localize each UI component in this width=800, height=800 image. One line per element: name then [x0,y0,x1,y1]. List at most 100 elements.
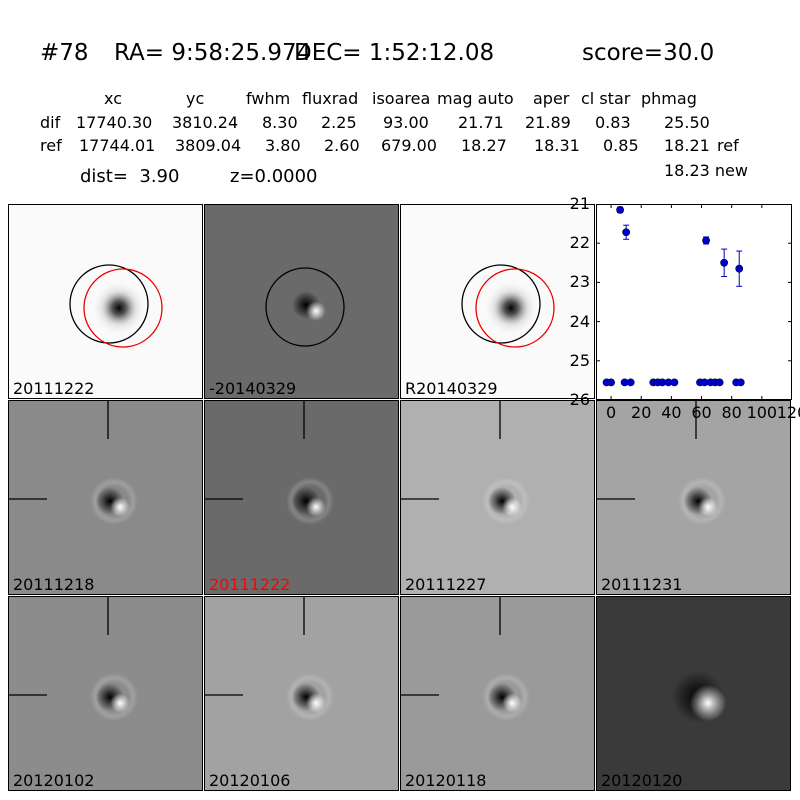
image-stamp: 20120106 [204,596,399,791]
aperture-circle-black [265,267,345,347]
table-cell: 679.00 [381,136,437,155]
table-cell: 3810.24 [172,113,239,132]
table-cell: 18.31 [534,136,580,155]
stamp-image [401,401,530,525]
stamp-date-label: R20140329 [405,379,498,398]
y-tick-label: 26 [569,390,590,409]
dist-value: dist= 3.90 [80,166,180,187]
stamp-image [401,597,530,721]
x-tick-label: 60 [691,403,712,422]
row-label: ref [40,136,62,155]
data-point [736,378,745,387]
column-header: fluxrad [302,89,359,108]
stamp-date-label: 20111231 [601,575,683,594]
y-tick-label: 25 [569,350,590,370]
new-mag-label: 18.23 new [664,161,748,180]
stamp-date-label: 20111218 [13,575,95,594]
aperture-circle-black [461,264,541,344]
stamp-image [597,401,726,525]
table-cell: 2.60 [324,136,360,155]
y-tick-label: 24 [569,311,590,331]
aperture-circle-black [69,264,149,344]
positive-lobe [502,497,522,517]
positive-lobe [502,693,522,713]
stamp-date-label: -20140329 [209,379,297,398]
table-cell: 17744.01 [79,136,156,155]
image-stamp: -20140329 [204,204,399,399]
stamp-image [672,671,727,723]
table-cell: 3809.04 [175,136,242,155]
image-stamp: 20120118 [400,596,595,791]
positive-lobe [110,497,130,517]
stamp-image [69,264,163,348]
column-header: xc [104,89,122,108]
column-header: aper [533,89,570,108]
image-stamp: 20111218 [8,400,203,595]
data-point [702,236,710,245]
stamp-image [9,401,138,525]
table-cell: 21.71 [458,113,504,132]
x-tick-label: 0 [605,403,617,422]
image-stamp: R20140329 [400,204,595,399]
data-point [715,378,724,387]
column-header: fwhm [246,89,291,108]
image-stamp: 20120102 [8,596,203,791]
column-header: phmag [641,89,697,108]
light-curve-chart [596,204,792,400]
x-tick-label: 80 [721,403,742,422]
positive-lobe [306,693,326,713]
stamp-image [205,597,334,721]
candidate-id: #78 [40,40,89,66]
data-point [670,378,679,387]
score-value: score=30.0 [582,40,715,66]
stamp-image [9,597,138,721]
positive-lobe [306,497,326,517]
table-cell: 18.27 [461,136,507,155]
table-cell: 25.50 [664,113,710,132]
row-label: dif [40,113,61,132]
image-stamp: 20111222 [8,204,203,399]
row-extra-label: ref [717,136,739,155]
positive-lobe [306,301,326,321]
stamp-date-label: 20111222 [209,575,291,594]
image-stamp: 20120120 [596,596,791,791]
redshift-value: z=0.0000 [230,166,318,187]
data-point [622,228,631,237]
source-blob [483,280,539,336]
aperture-circle-red [83,268,163,348]
dec-value: DEC= 1:52:12.08 [294,40,495,66]
y-tick-label: 22 [569,233,590,253]
data-point [616,205,625,214]
ra-value: RA= 9:58:25.974 [114,40,312,66]
y-tick-label: 23 [569,272,590,292]
source-blob [91,280,147,336]
stamp-image [461,264,555,348]
x-tick-label: 100 [746,403,778,422]
data-point [626,378,635,387]
stamp-date-label: 20120106 [209,771,291,790]
x-tick-label: 40 [661,403,682,422]
stamp-date-label: 20120120 [601,771,683,790]
table-cell: 17740.30 [76,113,153,132]
column-header: yc [186,89,205,108]
table-cell: 93.00 [383,113,429,132]
table-cell: 18.21 [664,136,710,155]
stamp-image [205,401,334,525]
image-stamp: 20111231 [596,400,791,595]
positive-lobe [698,497,718,517]
table-cell: 0.85 [603,136,639,155]
plot-frame [596,204,792,400]
y-tick-label: 21 [569,194,590,213]
stamp-date-label: 20111222 [13,379,95,398]
table-cell: 8.30 [262,113,298,132]
stamp-date-label: 20120102 [13,771,95,790]
data-point [720,258,729,267]
data-point [735,264,744,273]
positive-lobe [689,684,727,722]
table-cell: 3.80 [265,136,301,155]
image-stamp: 20111222 [204,400,399,595]
page-title: #78 RA= 9:58:25.974 DEC= 1:52:12.08 scor… [40,40,714,170]
table-cell: 2.25 [321,113,357,132]
table-cell: 21.89 [525,113,571,132]
positive-lobe [110,693,130,713]
